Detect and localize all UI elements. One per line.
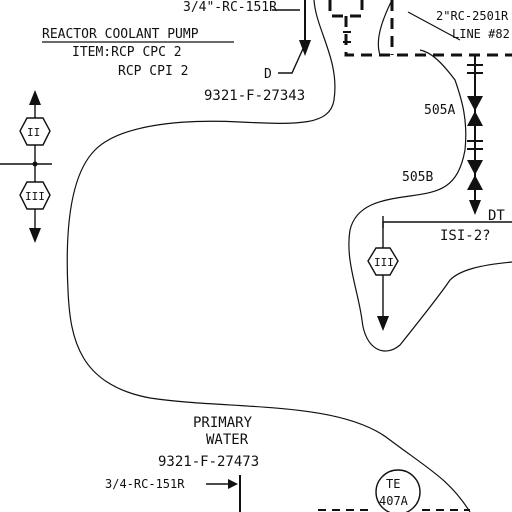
drawing-ref-bottom: 9321-F-27473 [158,454,259,470]
arrow-down-icon [377,316,389,331]
cloud-outline-left [66,0,471,512]
tag-dt: DT [488,208,505,224]
arrow-down-icon [29,228,41,243]
bottom-line-label: 3/4-RC-151R [105,477,185,491]
boundary-dashed [328,0,512,57]
pump-title: REACTOR COOLANT PUMP [42,27,199,42]
te-label: TE [386,477,400,491]
rc-line-label: 2"RC-2501R [436,9,509,23]
valve-505a-label: 505A [424,103,455,118]
hex-ii-left-label: II [27,126,40,139]
pump-item-1: ITEM:RCP CPC 2 [72,45,182,60]
hex-iii-left-icon [19,181,51,210]
drawing-ref-top: 9321-F-27343 [204,88,305,104]
rc-leader [407,11,461,41]
top-line-label: 3/4"-RC-151R [183,0,277,15]
tag-d: D [264,67,272,82]
pump-item-2: RCP CPI 2 [118,64,188,79]
valve-505a-icon [467,96,483,126]
isi-label: ISI-2? [440,228,491,244]
junction-dot [32,161,38,167]
te-instrument-icon [375,469,421,512]
hex-iii-right-icon [367,247,399,276]
primary-label: PRIMARY [193,415,253,431]
valve-505b-icon [467,160,483,190]
arrow-up-icon [29,90,41,105]
cloud-outline-right [348,49,512,352]
arrow-down-icon [469,200,481,215]
arrow-down-icon [299,40,311,56]
valve-505b-label: 505B [402,170,433,185]
hex-iii-left-label: III [25,190,45,203]
line-number-label: LINE #82 [452,27,510,41]
water-label: WATER [206,432,249,448]
hex-iii-right-label: III [374,256,394,269]
cloud-outline-top [377,0,393,56]
hex-ii-left-icon [19,117,51,146]
arrow-right-icon [228,479,238,489]
d-leader [278,41,307,74]
te-number: 407A [379,494,409,508]
